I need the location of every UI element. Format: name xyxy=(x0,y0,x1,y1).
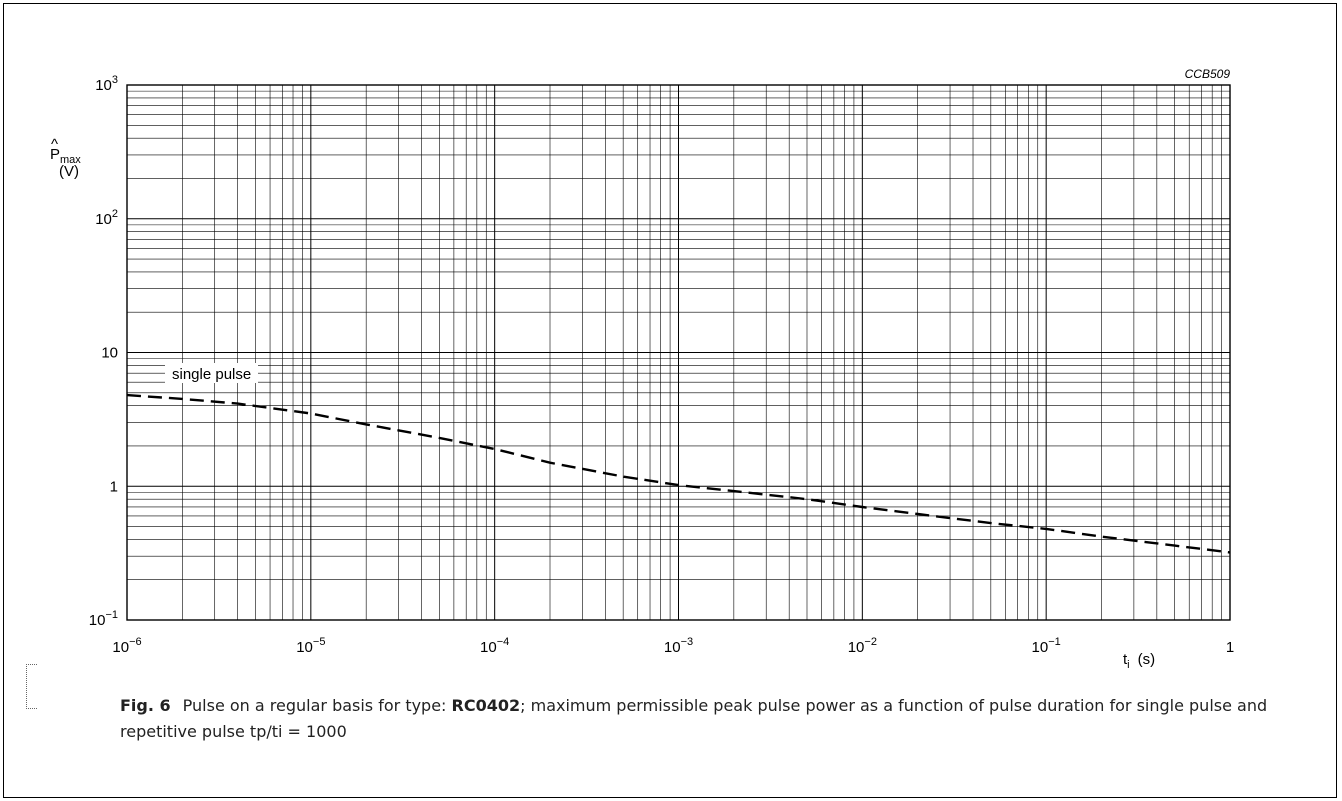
y-tick-label: 102 xyxy=(95,208,118,228)
x-tick-label: 10−5 xyxy=(296,636,325,656)
y-axis-accent: ^ xyxy=(51,136,58,153)
series-label-bg xyxy=(165,363,258,383)
x-tick-label: 10−1 xyxy=(1032,636,1061,656)
x-tick-labels: 10−6 10−5 10−4 10−3 10−2 10−1 1 xyxy=(112,636,1234,656)
x-axis-label: ti (s) xyxy=(1123,651,1155,671)
figure-caption: Fig. 6 Pulse on a regular basis for type:… xyxy=(120,693,1300,745)
figure-frame xyxy=(3,3,1337,798)
caption-type-name: RC0402 xyxy=(451,696,521,715)
series-label-group: single pulse xyxy=(165,363,258,383)
x-tick-label: 10−3 xyxy=(664,636,693,656)
caption-bracket xyxy=(26,664,37,709)
y-tick-labels: 10−1 1 10 102 103 xyxy=(89,74,118,629)
x-axis-symbol: ti (s) xyxy=(1123,651,1155,671)
series-label: single pulse xyxy=(172,366,251,383)
plot-border xyxy=(126,84,1231,621)
x-tick-label: 10−2 xyxy=(848,636,877,656)
y-tick-label: 10 xyxy=(101,345,118,362)
caption-text-before: Pulse on a regular basis for type: xyxy=(182,696,452,715)
x-tick-label: 10−6 xyxy=(112,636,141,656)
series-line-single-pulse xyxy=(126,393,1231,554)
y-tick-label: 10−1 xyxy=(89,609,118,629)
y-axis-unit: (V) xyxy=(59,163,79,180)
y-axis-label: Pmax ^ (V) xyxy=(50,136,81,180)
y-axis-symbol: Pmax xyxy=(50,146,81,166)
y-tick-label: 103 xyxy=(95,74,118,94)
y-tick-label: 1 xyxy=(110,478,118,495)
figure-code: CCB509 xyxy=(1185,67,1231,81)
caption-fig-label: Fig. 6 xyxy=(120,696,171,715)
caption-text-after: ; maximum permissible peak pulse power a… xyxy=(120,696,1268,741)
grid-lines xyxy=(126,85,1230,621)
x-tick-label: 10−4 xyxy=(480,636,509,656)
x-tick-label: 1 xyxy=(1226,639,1234,656)
